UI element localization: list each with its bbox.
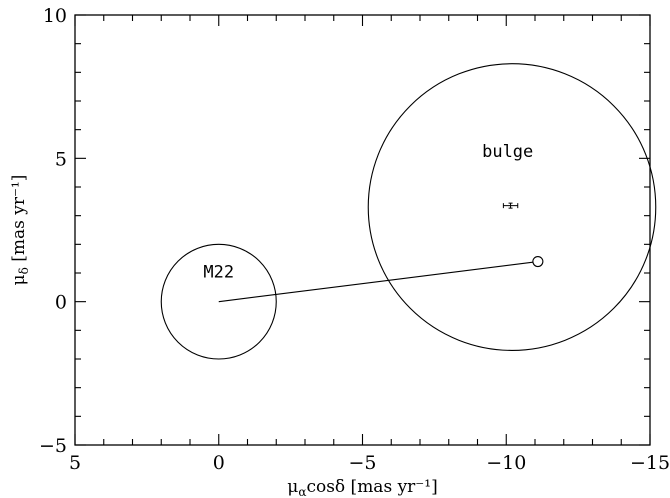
y-tick-label: 0 <box>55 292 67 314</box>
y-tick-label: 5 <box>55 148 67 170</box>
y-tick-label: 10 <box>43 5 67 27</box>
y-axis-label-mu: μ <box>9 274 29 285</box>
m22-label: M22 <box>203 262 234 282</box>
x-axis-label-mu: μ <box>287 477 298 497</box>
x-tick-label: 5 <box>69 452 81 474</box>
bulge-circle <box>367 63 657 351</box>
x-tick-label: −15 <box>630 452 670 474</box>
y-tick-label: −5 <box>39 435 67 457</box>
bulge-label: bulge <box>482 142 533 162</box>
annotations: M22 bulge <box>203 142 533 282</box>
x-tick-label: 0 <box>213 452 225 474</box>
y-axis-label-sub: δ <box>17 267 31 274</box>
connecting-line <box>218 260 538 303</box>
x-tick-label: −10 <box>486 452 526 474</box>
x-axis-label-sub: α <box>298 485 306 498</box>
x-tick-label: −5 <box>348 452 376 474</box>
plot-frame <box>74 14 651 446</box>
y-axis-label-rest: [mas yr⁻¹] <box>9 175 29 268</box>
axis-ticks <box>74 14 651 446</box>
x-axis-label-rest: cosδ [mas yr⁻¹] <box>306 477 437 497</box>
data-marks <box>160 63 657 360</box>
m22-circle <box>160 243 277 360</box>
open-circle-marker <box>532 255 544 268</box>
axis-tick-labels: 5 0 −5 −10 −15 −5 0 5 10 <box>39 5 670 474</box>
y-axis-label: μδ [mas yr⁻¹] <box>9 175 31 286</box>
x-axis-label: μαcosδ [mas yr⁻¹] <box>287 477 437 498</box>
